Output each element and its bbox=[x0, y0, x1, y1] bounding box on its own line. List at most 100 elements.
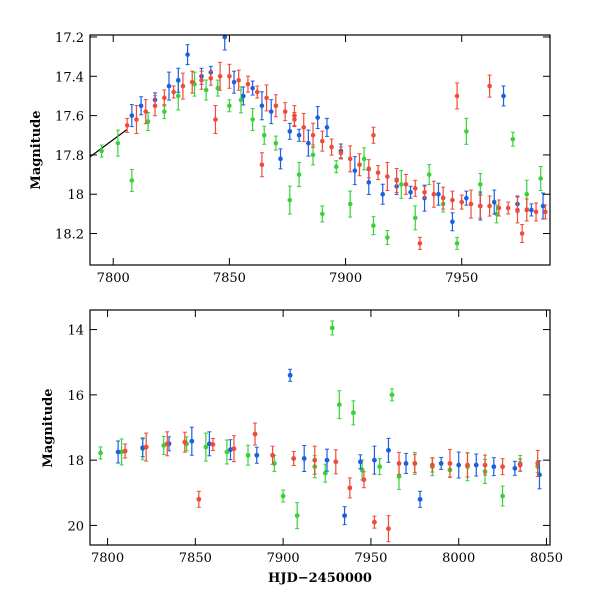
bottom-series-2-point bbox=[210, 442, 216, 447]
top-series-2-point bbox=[366, 166, 372, 171]
top-series-2-point bbox=[371, 132, 376, 138]
top-series-0-point bbox=[287, 197, 293, 203]
top-series-1-point bbox=[408, 189, 413, 195]
top-series-2-point bbox=[162, 95, 167, 101]
bottom-series-2-point bbox=[270, 452, 275, 458]
top-series-1-point bbox=[540, 203, 546, 209]
top-series-2-point bbox=[264, 95, 269, 101]
top-y-tick-label: 17.2 bbox=[55, 31, 84, 46]
bottom-series-1-point bbox=[473, 462, 479, 468]
bottom-series-1-point bbox=[287, 372, 293, 378]
top-series-2-point bbox=[468, 201, 474, 207]
top-series-0-point bbox=[524, 191, 530, 197]
bottom-series-0-point bbox=[336, 402, 342, 408]
top-series-1-point bbox=[287, 129, 293, 134]
top-series-2-point bbox=[236, 77, 241, 83]
top-series-2-point bbox=[505, 205, 511, 211]
top-series-2-point bbox=[213, 117, 218, 122]
top-series-1-point bbox=[501, 93, 506, 99]
top-series-2-point bbox=[431, 191, 437, 197]
bottom-series-1-point bbox=[189, 438, 195, 444]
top-series-1-point bbox=[306, 140, 311, 146]
bottom-x-tick-label: 7850 bbox=[179, 551, 212, 566]
top-series-0-point bbox=[412, 215, 418, 221]
top-series-1-point bbox=[491, 199, 497, 205]
top-series-1-point bbox=[175, 77, 181, 83]
bottom-panel: Magnitude HJD−2450000 7800 7850 7900 7950 80… bbox=[41, 309, 563, 586]
top-series-0-point bbox=[399, 182, 404, 187]
top-series-0-point bbox=[371, 223, 376, 228]
top-series-2-point bbox=[152, 103, 158, 109]
top-series-1-point bbox=[352, 168, 358, 173]
top-series-0-point bbox=[478, 182, 483, 187]
bottom-series-2-point bbox=[500, 464, 505, 470]
top-series-2-point bbox=[199, 77, 204, 83]
top-series-1-point bbox=[250, 85, 255, 91]
top-series-0-point bbox=[162, 109, 167, 114]
top-series-2-point bbox=[440, 195, 446, 201]
bottom-series-2-point bbox=[386, 526, 391, 532]
bottom-x-tick-label: 7800 bbox=[91, 551, 124, 566]
top-series-1-point bbox=[450, 219, 455, 225]
top-series-0-point bbox=[203, 87, 209, 93]
top-y-tick-label: 17.8 bbox=[55, 149, 84, 164]
top-series-2-point bbox=[515, 207, 520, 213]
top-series-1-point bbox=[138, 103, 144, 109]
bottom-series-2-point bbox=[164, 441, 170, 447]
top-series-2-point bbox=[320, 138, 325, 144]
top-series-1-point bbox=[464, 195, 469, 201]
bottom-series-2-point bbox=[291, 456, 297, 461]
top-series-1-point bbox=[259, 103, 265, 109]
top-series-1-point bbox=[324, 125, 330, 130]
top-ticks: 7800 7850 7900 7950 17.2 17.4 17.6 17.8 18 18.2 bbox=[55, 31, 550, 286]
top-x-tick-label: 7900 bbox=[329, 271, 362, 286]
bottom-series-0-point bbox=[322, 470, 328, 476]
top-series-0-point bbox=[494, 211, 499, 217]
bottom-series-2-point bbox=[312, 457, 318, 463]
top-series-2-point bbox=[282, 109, 288, 114]
top-y-tick-label: 17.6 bbox=[55, 110, 84, 125]
top-series-2-point bbox=[245, 81, 251, 87]
top-series-2-point bbox=[357, 162, 362, 168]
bottom-series-0-point bbox=[350, 410, 356, 416]
bottom-plot-area bbox=[98, 320, 542, 543]
bottom-series-2-point bbox=[396, 461, 402, 466]
top-series-0-point bbox=[510, 136, 516, 142]
bottom-series-1-point bbox=[115, 449, 121, 455]
top-series-0-point bbox=[115, 140, 121, 146]
top-series-1-point bbox=[241, 93, 246, 99]
top-series-2-point bbox=[543, 209, 548, 215]
bottom-series-2-point bbox=[517, 462, 523, 468]
top-series-1-point bbox=[436, 191, 441, 197]
bottom-y-tick-label: 14 bbox=[67, 324, 84, 339]
top-series-0-point bbox=[227, 103, 232, 109]
top-series-2-point bbox=[292, 113, 297, 118]
top-series-2-point bbox=[254, 89, 260, 95]
top-series-2-point bbox=[171, 89, 176, 95]
bottom-series-2-point bbox=[447, 461, 453, 466]
top-series-2-point bbox=[412, 186, 418, 191]
bottom-x-axis-title: HJD−2450000 bbox=[268, 571, 372, 586]
top-series-2-point bbox=[519, 231, 525, 236]
top-series-1-point bbox=[222, 35, 228, 40]
top-y-tick-label: 18.2 bbox=[55, 228, 84, 243]
top-series-1-point bbox=[315, 115, 320, 120]
top-data-layer bbox=[90, 35, 548, 250]
top-series-2-point bbox=[310, 132, 316, 138]
bottom-series-0-point bbox=[389, 392, 395, 398]
bottom-series-0-point bbox=[500, 493, 505, 499]
bottom-series-1-point bbox=[491, 464, 497, 470]
top-series-2-point bbox=[417, 241, 423, 246]
top-y-tick-label: 18 bbox=[67, 188, 84, 203]
top-series-2-point bbox=[403, 182, 409, 187]
top-series-0-point bbox=[385, 235, 390, 240]
top-series-0-point bbox=[250, 117, 255, 122]
bottom-series-0-point bbox=[280, 493, 286, 499]
top-series-0-point bbox=[175, 93, 181, 99]
top-series-2-point bbox=[375, 170, 381, 175]
bottom-series-1-point bbox=[254, 452, 260, 458]
top-series-1-point bbox=[185, 52, 190, 57]
top-series-2-point bbox=[496, 205, 502, 211]
top-y-tick-label: 17.4 bbox=[55, 70, 84, 85]
